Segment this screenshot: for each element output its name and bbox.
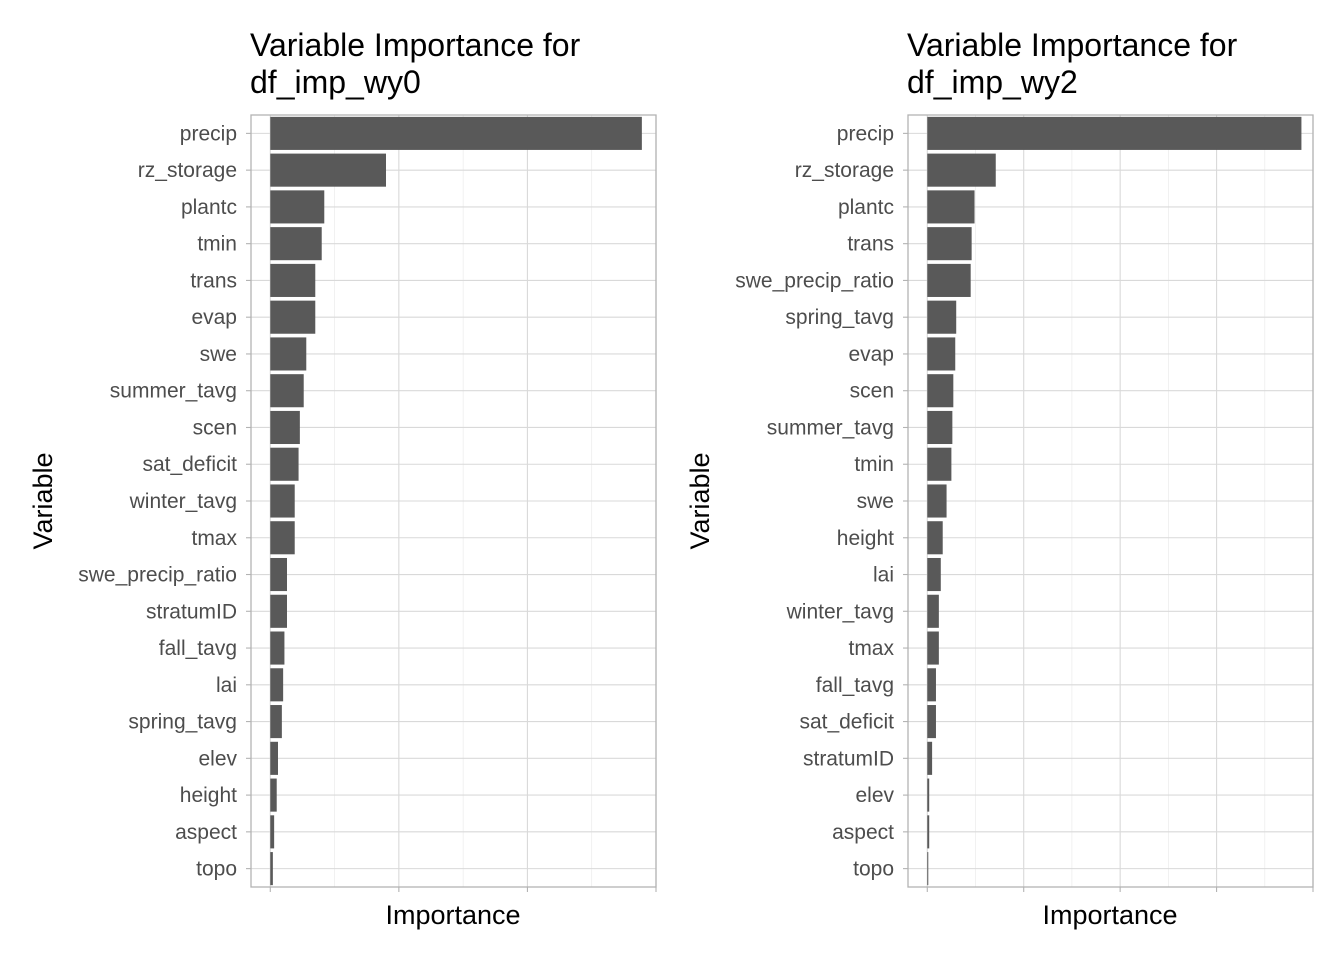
y-tick-label: evap (191, 306, 237, 329)
panel-border (250, 114, 657, 888)
y-tick-label: sat_deficit (142, 453, 237, 476)
panel-border (907, 114, 1314, 888)
y-tick-label: rz_storage (795, 159, 894, 182)
bar (270, 815, 275, 849)
y-tick-label: swe (857, 490, 894, 513)
y-tick-label: swe_precip_ratio (735, 269, 894, 292)
bar (927, 594, 939, 628)
bar (927, 705, 936, 739)
bar (270, 852, 273, 886)
bar (927, 300, 957, 334)
bar (270, 778, 277, 812)
bar (927, 484, 947, 518)
bar (270, 668, 284, 702)
bar (270, 741, 278, 775)
bar (270, 705, 282, 739)
y-tick-label: lai (873, 564, 894, 587)
bar (927, 815, 930, 849)
y-tick-label: trans (847, 233, 894, 256)
bar (927, 521, 943, 555)
y-tick-label: sat_deficit (799, 711, 894, 734)
y-tick-label: precip (180, 122, 237, 145)
y-tick-label: swe (200, 343, 237, 366)
y-axis-label: Variable (685, 452, 715, 549)
y-tick-label: summer_tavg (110, 380, 237, 403)
bar (927, 116, 1302, 150)
y-tick-label: plantc (181, 196, 237, 219)
bar (270, 153, 386, 187)
chart-panel-wy2: Variable Importance for df_imp_wy2 preci… (685, 27, 1314, 930)
bar (270, 631, 285, 665)
bar (927, 263, 971, 297)
y-tick-label: summer_tavg (767, 416, 894, 439)
bar (927, 557, 941, 592)
y-tick-label: fall_tavg (816, 674, 894, 697)
chart-title-line1: Variable Importance for (250, 27, 581, 63)
y-tick-label: spring_tavg (785, 306, 894, 329)
bar (270, 594, 287, 628)
y-tick-label: elev (855, 784, 894, 807)
y-tick-label: trans (190, 269, 237, 292)
bar (927, 153, 996, 187)
y-tick-label: spring_tavg (128, 711, 237, 734)
bar (927, 337, 956, 371)
bar (927, 410, 953, 445)
y-tick-label: rz_storage (138, 159, 237, 182)
y-tick-label: aspect (175, 821, 237, 844)
y-tick-label: tmin (854, 453, 894, 476)
bar (270, 263, 316, 297)
bar (927, 374, 954, 408)
y-tick-label: fall_tavg (159, 637, 237, 660)
bar (270, 116, 642, 150)
bar (270, 227, 322, 261)
y-tick-label: scen (850, 380, 894, 403)
y-tick-label: evap (848, 343, 894, 366)
bar (927, 190, 975, 224)
x-axis-label: Importance (1042, 900, 1177, 930)
bar (927, 741, 933, 775)
bar (270, 484, 295, 518)
bar (927, 631, 939, 665)
chart-title-line2: df_imp_wy0 (250, 64, 421, 100)
y-tick-label: tmax (191, 527, 237, 550)
y-tick-label: plantc (838, 196, 894, 219)
y-axis-label: Variable (28, 452, 58, 549)
y-tick-label: topo (853, 858, 894, 881)
y-tick-label: topo (196, 858, 237, 881)
bar (927, 852, 929, 886)
y-tick-label: elev (198, 747, 237, 770)
bar (927, 778, 930, 812)
chart-title-line2: df_imp_wy2 (907, 64, 1078, 100)
bar (927, 447, 952, 481)
y-tick-label: winter_tavg (786, 600, 894, 623)
y-tick-label: aspect (832, 821, 894, 844)
y-tick-label: tmax (848, 637, 894, 660)
y-tick-label: swe_precip_ratio (78, 564, 237, 587)
y-tick-label: stratumID (146, 600, 237, 623)
y-tick-label: height (180, 784, 237, 807)
y-tick-label: winter_tavg (129, 490, 237, 513)
bar (270, 190, 325, 224)
y-tick-label: stratumID (803, 747, 894, 770)
bar (270, 410, 300, 445)
chart-title-line1: Variable Importance for (907, 27, 1238, 63)
x-axis-label: Importance (385, 900, 520, 930)
y-tick-label: tmin (197, 233, 237, 256)
bar (270, 337, 307, 371)
y-tick-label: lai (216, 674, 237, 697)
bar (270, 447, 299, 481)
chart-panel-wy0: Variable Importance for df_imp_wy0 preci… (28, 27, 657, 930)
y-tick-label: precip (837, 122, 894, 145)
bar (270, 557, 287, 592)
bar (270, 521, 295, 555)
bar (270, 300, 316, 334)
bar (927, 668, 936, 702)
y-tick-label: height (837, 527, 894, 550)
bar (927, 227, 972, 261)
y-tick-label: scen (193, 416, 237, 439)
bar (270, 374, 304, 408)
